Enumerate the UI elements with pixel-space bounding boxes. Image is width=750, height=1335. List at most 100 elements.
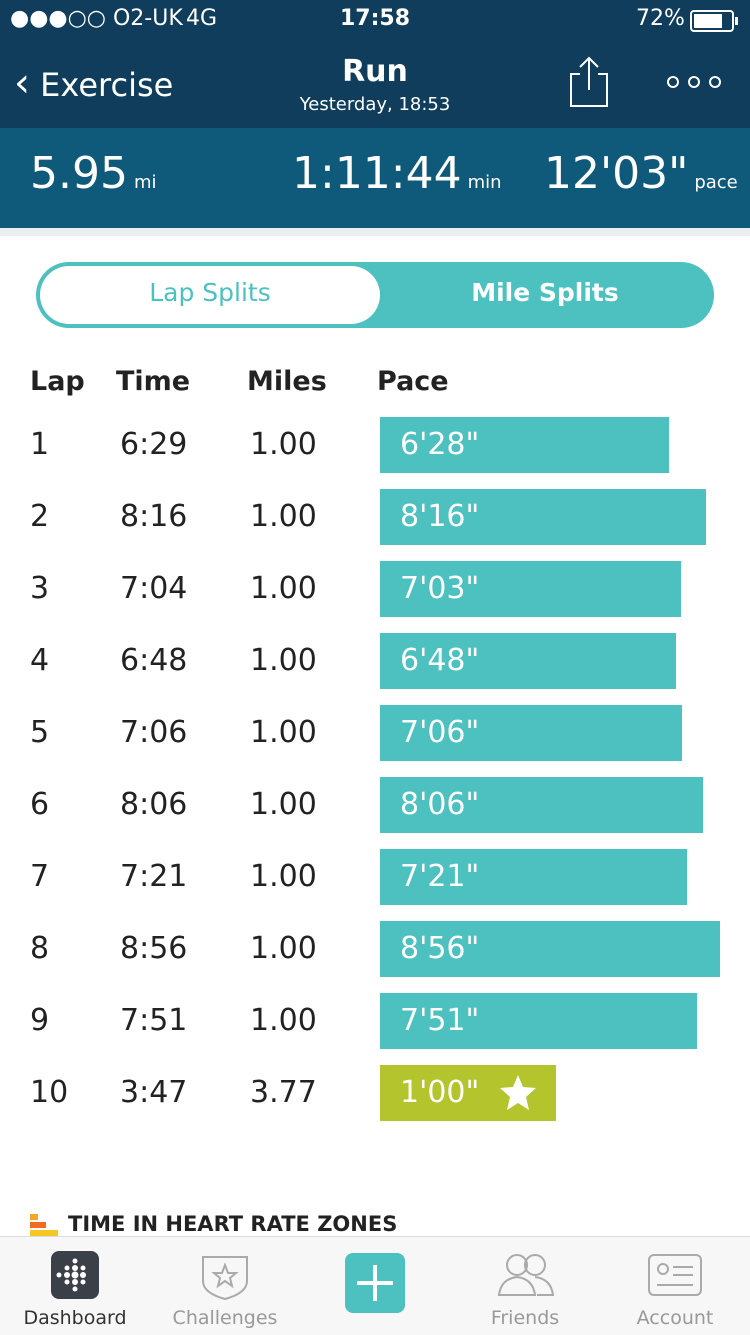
table-row: 9 7:51 1.00 7'51" (0, 993, 750, 1049)
stat-unit: min (467, 172, 502, 193)
cell: 8:16 (120, 499, 188, 534)
cell: 6:48 (120, 643, 188, 678)
back-button[interactable]: ‹ Exercise (14, 60, 174, 106)
tab-bar: Dashboard Challenges Friends Account (0, 1236, 750, 1335)
cell: 9 (30, 1003, 50, 1038)
cell: 8 (30, 931, 50, 966)
table-row: 3 7:04 1.00 7'03" (0, 561, 750, 617)
plus-icon (357, 1265, 393, 1301)
cell: 8:06 (120, 787, 188, 822)
column-header: Lap (30, 366, 85, 397)
pace-label: 8'56" (400, 931, 480, 966)
table-row: 1 6:29 1.00 6'28" (0, 417, 750, 473)
cell: 6:29 (120, 427, 188, 462)
cell: 6 (30, 787, 50, 822)
pace-bar: 1'00" (380, 1065, 556, 1121)
table-row: 7 7:21 1.00 7'21" (0, 849, 750, 905)
nav-item[interactable]: Dashboard (0, 1237, 150, 1335)
table-row: 10 3:47 3.77 1'00" (0, 1065, 750, 1121)
stat-unit: pace (694, 172, 738, 193)
nav-icon (648, 1254, 702, 1296)
nav-icon (51, 1251, 99, 1299)
add-button[interactable] (345, 1253, 405, 1313)
pace-label: 7'06" (400, 715, 480, 750)
split-toggle: Lap Splits Mile Splits (36, 262, 714, 328)
header: ●●●○○ O2-UK 4G 17:58 72% ‹ Exercise Run … (0, 0, 750, 128)
nav-item[interactable]: Challenges (150, 1237, 300, 1335)
column-header: Time (116, 366, 191, 397)
stat: 12'03" pace (544, 148, 738, 199)
cell: 4 (30, 643, 50, 678)
cell: 1.00 (250, 427, 317, 462)
pace-bar: 6'48" (380, 633, 676, 689)
table-row: 8 8:56 1.00 8'56" (0, 921, 750, 977)
pace-label: 6'48" (400, 643, 480, 678)
nav-item[interactable]: Account (600, 1237, 750, 1335)
pace-label: 1'00" (400, 1075, 480, 1110)
pace-bar: 8'06" (380, 777, 703, 833)
pace-bar: 8'16" (380, 489, 707, 545)
cell: 3 (30, 571, 50, 606)
cell: 7:04 (120, 571, 188, 606)
cell: 7:06 (120, 715, 188, 750)
carrier: ●●●○○ O2-UK (10, 6, 183, 31)
star-icon (499, 1075, 536, 1110)
column-header: Miles (247, 366, 327, 397)
table-head: Lap Time Miles Pace (0, 366, 750, 406)
cell: 1.00 (250, 499, 317, 534)
cell: 1.00 (250, 643, 317, 678)
pace-bar: 7'51" (380, 993, 698, 1049)
nav-label: Dashboard (23, 1307, 127, 1329)
stat-value: 12'03" (544, 148, 689, 199)
table-row: 5 7:06 1.00 7'06" (0, 705, 750, 761)
pace-label: 6'28" (400, 427, 480, 462)
stat: 1:11:44 min (292, 148, 502, 199)
stat-value: 1:11:44 (292, 148, 462, 199)
share-button[interactable] (568, 56, 610, 108)
battery-icon (690, 10, 738, 32)
cell: 1.00 (250, 931, 317, 966)
nav-label: Account (636, 1307, 714, 1329)
cell: 8:56 (120, 931, 188, 966)
cell: 1 (30, 427, 50, 462)
zones-icon (30, 1214, 58, 1236)
cell: 3.77 (250, 1075, 317, 1110)
nav-icon (202, 1256, 248, 1301)
cell: 7:21 (120, 859, 188, 894)
cell: 10 (30, 1075, 69, 1110)
pace-bar: 7'21" (380, 849, 688, 905)
cell: 1.00 (250, 571, 317, 606)
pace-bar: 7'03" (380, 561, 681, 617)
pace-label: 7'51" (400, 1003, 480, 1038)
pace-label: 7'21" (400, 859, 480, 894)
cell: 1.00 (250, 1003, 317, 1038)
nav-item[interactable]: Friends (450, 1237, 600, 1335)
nav-icon (497, 1254, 555, 1296)
pace-label: 7'03" (400, 571, 480, 606)
tab[interactable]: Mile Splits (471, 278, 619, 307)
column-header: Pace (377, 366, 449, 397)
stats-bar: 5.95 mi 1:11:44 min 12'03" pace (0, 128, 750, 228)
pace-label: 8'06" (400, 787, 480, 822)
cell: 3:47 (120, 1075, 188, 1110)
cell: 2 (30, 499, 50, 534)
cell: 1.00 (250, 787, 317, 822)
cell: 5 (30, 715, 50, 750)
clock: 17:58 (339, 6, 411, 31)
cell: 7 (30, 859, 50, 894)
cell: 1.00 (250, 859, 317, 894)
back-label: Exercise (40, 66, 174, 104)
cell: 7:51 (120, 1003, 188, 1038)
subtitle: Yesterday, 18:53 (299, 94, 451, 115)
more-button[interactable] (664, 72, 724, 92)
pace-label: 8'16" (400, 499, 480, 534)
pace-bar: 7'06" (380, 705, 682, 761)
nav-label: Challenges (172, 1307, 278, 1329)
stat-value: 5.95 (30, 148, 128, 199)
tab[interactable]: Lap Splits (149, 278, 271, 307)
table-row: 2 8:16 1.00 8'16" (0, 489, 750, 545)
map-strip (0, 228, 750, 236)
battery-level: 72% (636, 6, 685, 31)
nav-label: Friends (490, 1307, 560, 1329)
